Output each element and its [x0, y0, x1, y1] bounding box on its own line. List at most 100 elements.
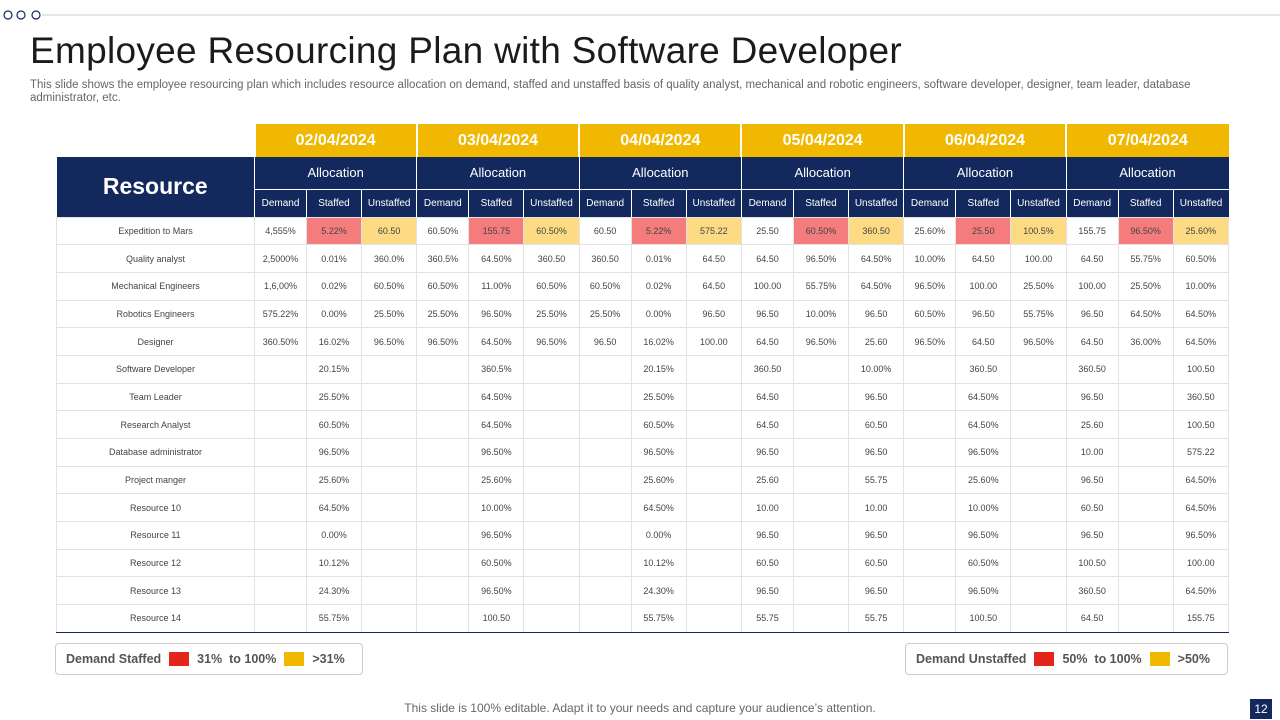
cell: 575.22% — [254, 299, 307, 329]
cell — [254, 465, 307, 495]
resource-name: Resource 12 — [56, 548, 255, 578]
cell — [254, 548, 307, 578]
cell: 24.30% — [306, 576, 362, 606]
cell: 360.50 — [578, 244, 632, 273]
cell — [416, 382, 470, 412]
cell — [903, 354, 957, 384]
cell: 10.12% — [306, 548, 362, 578]
cell: 96.50 — [847, 382, 905, 412]
date-header: 02/04/2024 — [253, 124, 417, 157]
cell: 60.50% — [903, 299, 957, 329]
cell: 100.00 — [1172, 548, 1230, 578]
cell: 1,6,00% — [254, 271, 307, 301]
cell: 25.50 — [740, 216, 794, 246]
cell — [416, 604, 470, 633]
cell: 64.50 — [740, 327, 794, 356]
cell: 96.50% — [360, 327, 418, 356]
cell — [578, 438, 632, 467]
cell — [903, 548, 957, 578]
subheader: Staffed — [468, 189, 524, 217]
allocation-row: Resource Allocation Allocation Allocation Al… — [56, 157, 1229, 217]
cell: 96.50 — [847, 521, 905, 550]
cell — [685, 465, 742, 495]
cell — [1117, 604, 1174, 633]
cell: 96.50% — [416, 327, 470, 356]
cell: 96.50 — [1065, 382, 1119, 412]
cell: 64.50% — [306, 493, 362, 523]
cell: 96.50% — [468, 299, 525, 329]
cell — [578, 410, 632, 439]
legend-label: Demand Staffed — [66, 652, 162, 666]
subheader: Demand — [1065, 189, 1119, 217]
cell — [523, 576, 580, 606]
cell — [523, 382, 580, 412]
cell — [416, 576, 470, 606]
cell — [578, 604, 632, 633]
cell: 64.50% — [847, 244, 905, 273]
cell: 64.50% — [847, 271, 905, 301]
allocation-header: Allocation — [740, 157, 904, 190]
cell: 16.02% — [306, 327, 362, 356]
cell: 55.75 — [740, 604, 794, 633]
cell: 360.50 — [523, 244, 580, 273]
cell: 10.12% — [630, 548, 687, 578]
cell — [1117, 410, 1174, 439]
cell — [792, 493, 849, 523]
cell: 96.50 — [847, 576, 905, 606]
cell: 64.50 — [1065, 244, 1119, 273]
cell: 0.00% — [306, 521, 362, 550]
cell — [416, 465, 470, 495]
cell — [578, 354, 632, 384]
cell: 64.50% — [1172, 576, 1230, 606]
cell: 36.00% — [1117, 327, 1174, 356]
cell — [416, 410, 470, 439]
cell: 360.50 — [847, 216, 905, 246]
subheader: Demand — [416, 189, 469, 217]
cell: 0.00% — [630, 299, 687, 329]
legend-unstaffed: Demand Unstaffed 50% to 100% >50% — [905, 643, 1228, 675]
data-row: Resource 13 24.30% 96.50% 24.30% 96.50 96.50 9… — [56, 576, 1230, 606]
cell: 100.00 — [955, 271, 1012, 301]
cell: 25.60% — [630, 465, 687, 495]
cell: 25.50% — [1010, 271, 1067, 301]
data-row: Resource 10 64.50% 10.00% 64.50% 10.00 10.00 1… — [56, 493, 1230, 523]
data-row: Quality analyst 2,5000% 0.01% 360.0% 360.5% 6… — [56, 244, 1230, 273]
cell — [792, 354, 849, 384]
data-row: Resource 14 55.75% 100.50 55.75% 55.75 55.75 1… — [56, 604, 1230, 633]
cell — [360, 465, 418, 495]
cell — [360, 493, 418, 523]
cell: 64.50% — [468, 382, 525, 412]
subtitle: This slide shows the employee resourcing… — [30, 79, 1191, 104]
subheader: Staffed — [955, 189, 1011, 217]
cell: 25.50% — [306, 382, 362, 412]
cell — [792, 465, 849, 495]
cell — [903, 521, 957, 550]
cell — [685, 521, 742, 550]
footer: This slide is 100% editable. Adapt it to… — [404, 701, 876, 715]
subheader: Unstaffed — [523, 189, 580, 217]
cell: 60.50% — [468, 548, 525, 578]
cell — [1117, 521, 1174, 550]
cell: 55.75 — [847, 604, 905, 633]
cell — [254, 493, 307, 523]
cell — [792, 410, 849, 439]
cell — [523, 410, 580, 439]
cell — [903, 410, 957, 439]
cell — [792, 576, 849, 606]
resource-name: Resource 10 — [56, 493, 255, 523]
cell: 96.50% — [955, 521, 1012, 550]
cell: 4,555% — [254, 216, 307, 246]
cell: 55.75% — [306, 604, 362, 633]
cell — [1010, 548, 1067, 578]
cell — [685, 354, 742, 384]
cell: 96.50 — [685, 299, 742, 329]
cell: 60.50% — [792, 216, 849, 246]
subheader: Unstaffed — [360, 189, 417, 217]
cell: 2,5000% — [254, 244, 307, 273]
cell: 55.75 — [847, 465, 905, 495]
cell: 64.50% — [955, 382, 1012, 412]
resource-name: Mechanical Engineers — [56, 271, 255, 301]
swatch-red — [1034, 652, 1055, 666]
cell: 360.50% — [254, 327, 307, 356]
